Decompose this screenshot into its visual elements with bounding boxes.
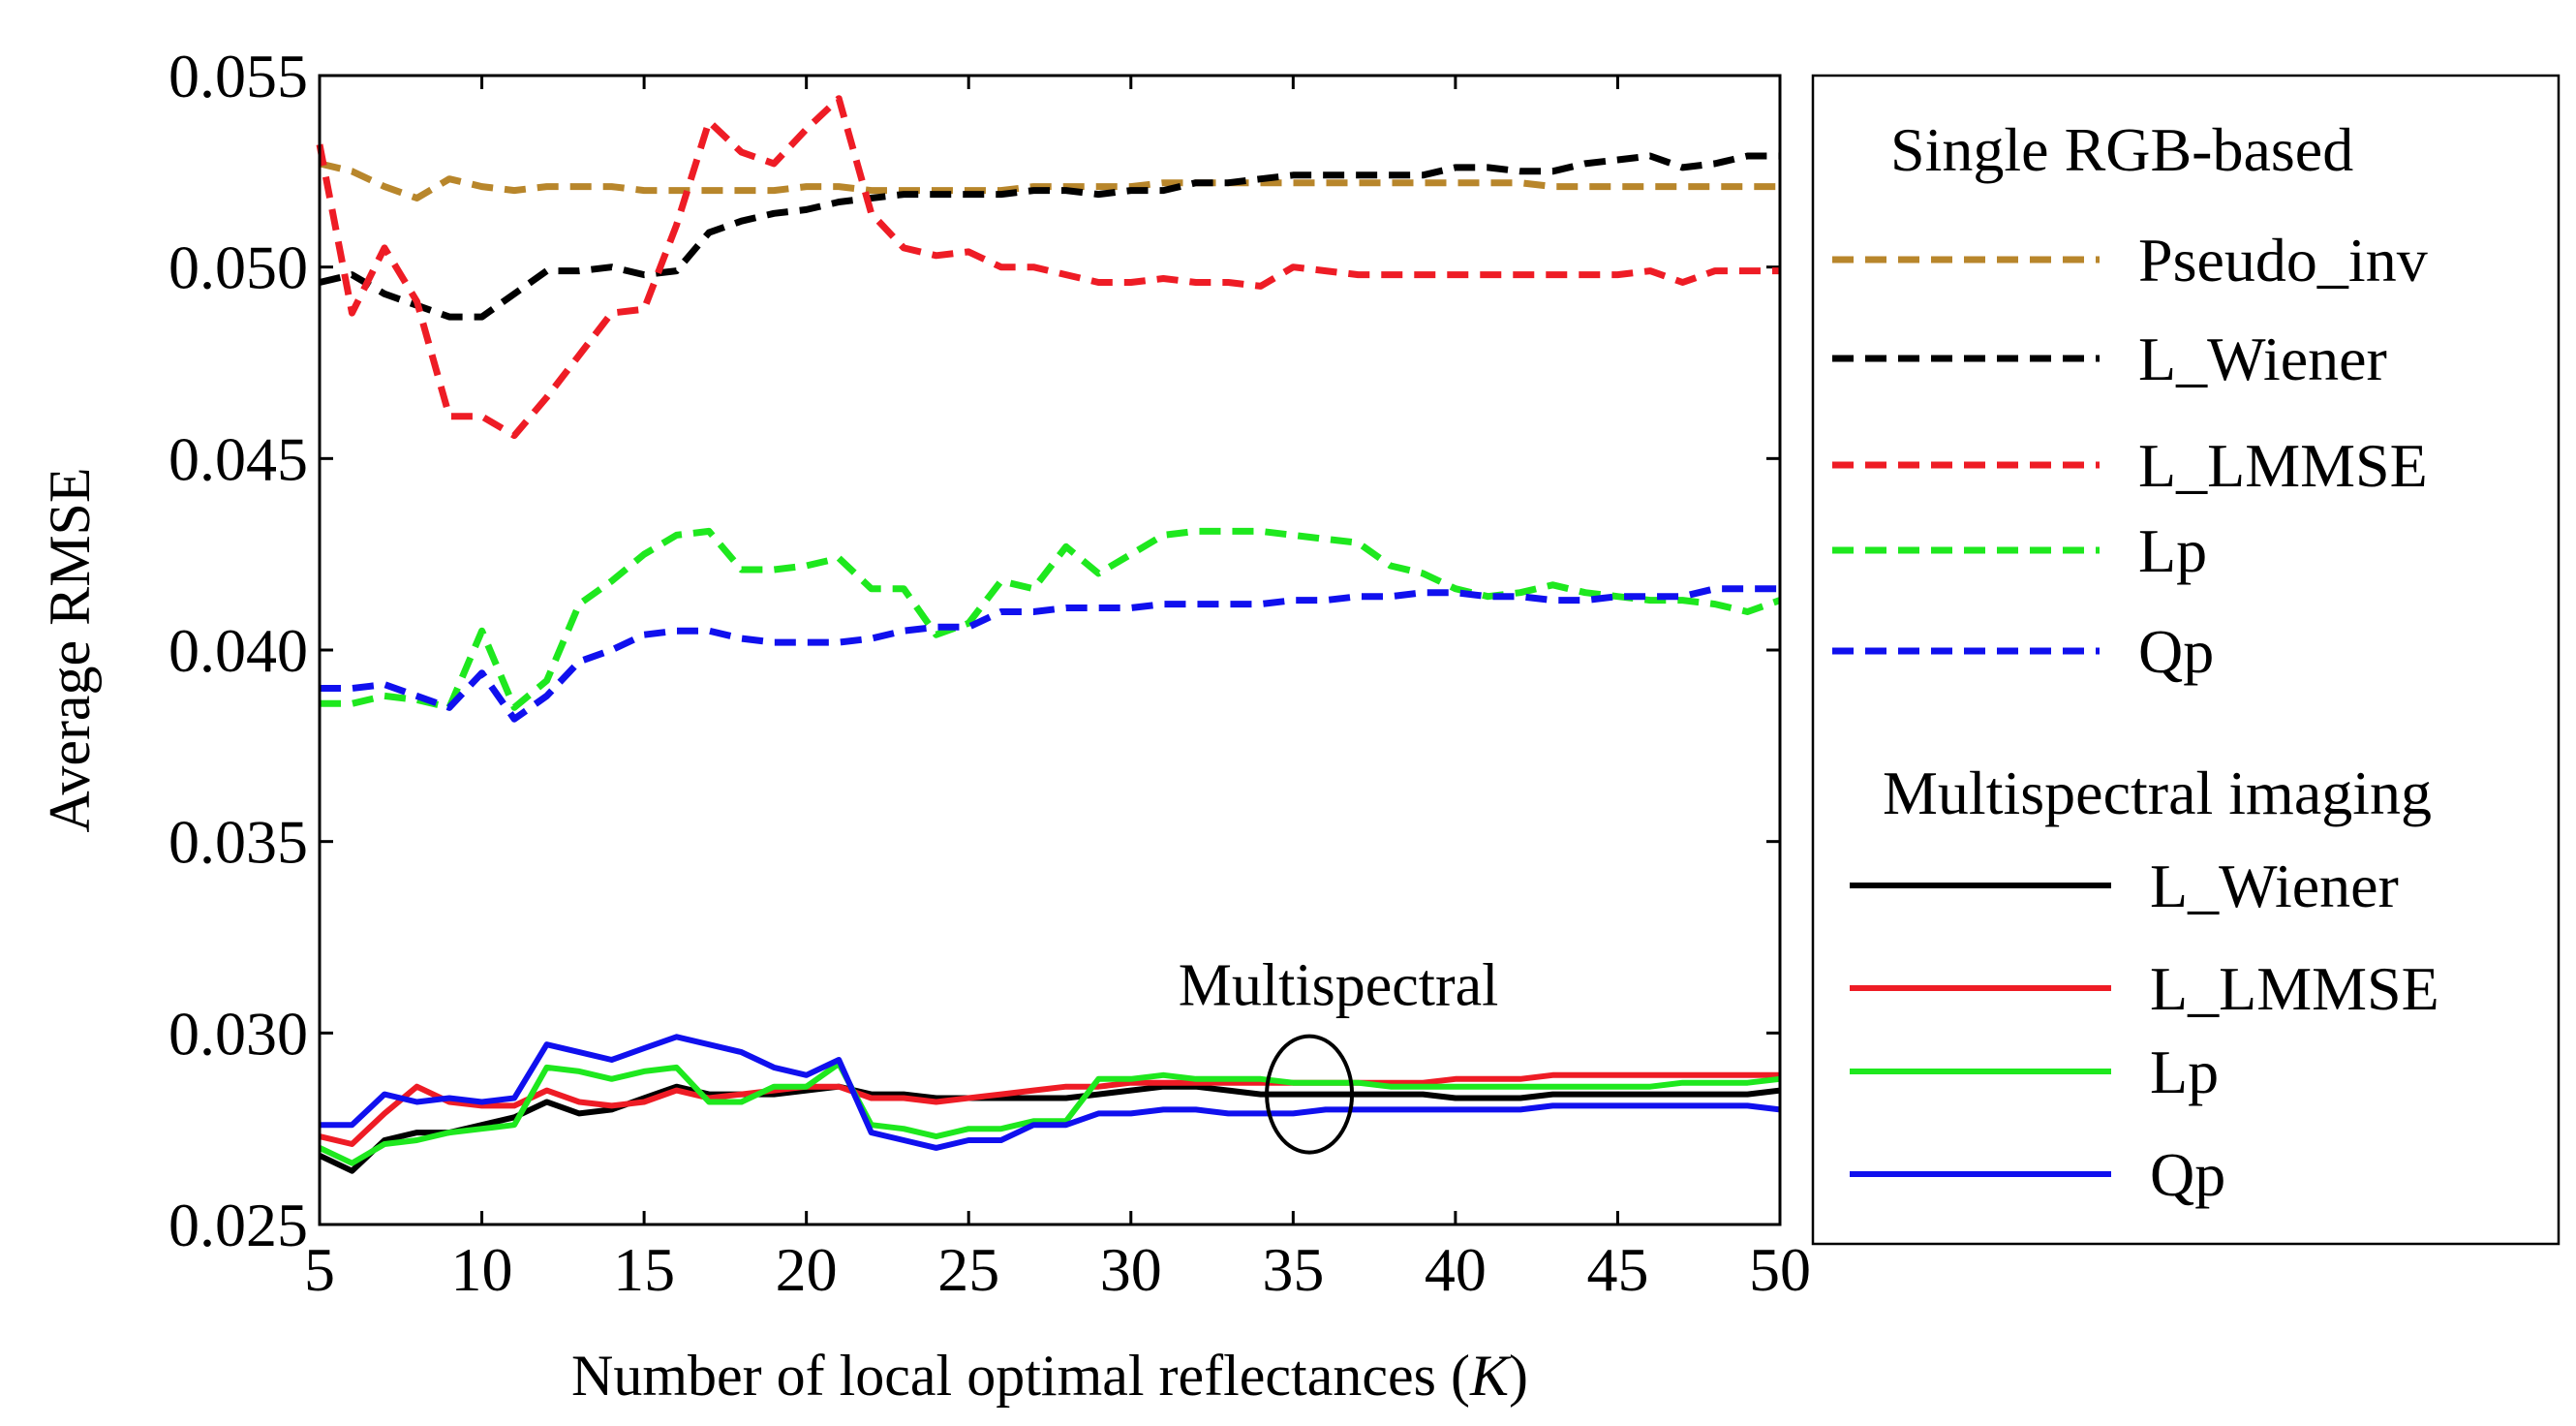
y-tick-label: 0.035 [169,808,308,877]
annotation-label: Multispectral [1179,953,1499,1019]
series-line-multispectral-imaging-qp [320,1034,1781,1151]
series-line-single-rgb-based-l-wiener [319,152,1780,321]
y-tick-label: 0.030 [169,999,308,1068]
x-tick-label: 45 [1586,1235,1648,1304]
y-axis-title: Average RMSE [38,467,102,832]
multispectral-annotation: Multispectral [1179,953,1499,1155]
legend-group-title-multispectral: Multispectral imaging [1883,759,2432,827]
legend-group-title-single-rgb: Single RGB-based [1890,115,2353,184]
legend-box [1811,74,2561,1246]
legend-label-single-rgb-based-pseudo-inv: Pseudo_inv [2138,226,2428,294]
y-tick-label: 0.025 [169,1191,308,1259]
y-axis-ticks: 0.025 0.030 0.035 0.040 0.045 0.050 0.055 [169,42,1780,1259]
y-tick-label: 0.040 [169,616,308,685]
series-line-multispectral-imaging-l-wiener [318,1083,1781,1174]
y-tick-label: 0.045 [169,424,308,493]
legend-label-multispectral-imaging-l-lmmse: L_LMMSE [2150,954,2439,1023]
legend-label-multispectral-imaging-l-wiener: L_Wiener [2150,852,2399,920]
legend-label-multispectral-imaging-qp: Qp [2150,1140,2225,1209]
legend-label-single-rgb-based-lp: Lp [2138,516,2207,585]
x-axis-ticks: 5 10 15 20 25 30 35 40 45 50 [304,76,1811,1304]
x-tick-label: 30 [1100,1235,1162,1304]
x-tick-label: 50 [1749,1235,1811,1304]
series-line-single-rgb-based-pseudo-inv [319,160,1780,202]
series-line-single-rgb-based-qp [320,585,1780,723]
series-lines [316,95,1782,1174]
series-line-multispectral-imaging-lp [318,1061,1781,1166]
x-axis-title-prefix: Number of local optimal reflectances ( [571,1344,1470,1408]
x-axis-title: Number of local optimal reflectances (K) [571,1344,1528,1408]
x-axis-title-suffix: ) [1509,1344,1528,1408]
series-line-multispectral-imaging-l-lmmse [319,1071,1780,1147]
plot-area-frame [318,74,1782,1226]
x-tick-label: 35 [1262,1235,1324,1304]
y-tick-label: 0.050 [169,233,308,302]
legend-label-single-rgb-based-l-lmmse: L_LMMSE [2138,431,2428,500]
legend-entries: Pseudo_inv L_Wiener L_LMMSE Lp Qp L_Wiener L_L… [1832,226,2439,1209]
x-tick-label: 15 [613,1235,675,1304]
x-tick-label: 20 [776,1235,838,1304]
x-tick-label: 10 [451,1235,513,1304]
x-tick-label: 40 [1425,1235,1487,1304]
y-tick-label: 0.055 [169,42,308,110]
series-line-single-rgb-based-lp [320,527,1782,711]
legend-label-multispectral-imaging-lp: Lp [2150,1038,2219,1106]
x-tick-label: 25 [937,1235,999,1304]
series-line-single-rgb-based-l-lmmse [316,95,1780,440]
annotation-ellipse [1265,1034,1355,1155]
x-axis-title-symbol: K [1469,1344,1512,1408]
legend-label-single-rgb-based-l-wiener: L_Wiener [2138,325,2387,393]
legend: Single RGB-based Multispectral imaging P… [1811,74,2561,1246]
legend-label-single-rgb-based-qp: Qp [2138,617,2214,686]
x-tick-label: 5 [304,1235,335,1304]
